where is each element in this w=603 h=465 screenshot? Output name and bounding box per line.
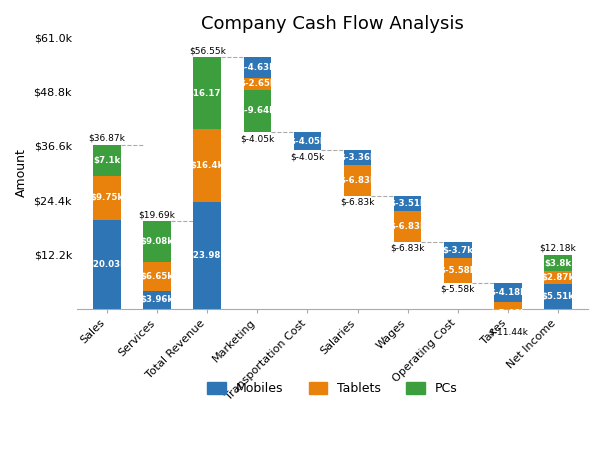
Bar [494,283,522,302]
Text: $-4.05k: $-4.05k [240,134,274,143]
Bar [244,78,271,90]
Bar [494,302,522,326]
Text: $-4.05k: $-4.05k [289,137,326,146]
Bar [244,90,271,133]
Text: $-3.7k: $-3.7k [442,246,473,254]
Text: $20.03k: $20.03k [87,259,127,269]
Text: $36.87k: $36.87k [89,134,125,143]
Text: $-6.83k: $-6.83k [389,222,426,231]
Text: $19.69k: $19.69k [139,210,175,219]
Text: $-6.83k: $-6.83k [390,244,425,252]
Legend: Mobiles, Tablets, PCs: Mobiles, Tablets, PCs [202,377,463,400]
Text: $-6.83k: $-6.83k [339,176,376,185]
Bar [544,272,572,284]
Text: $-4.05k: $-4.05k [290,152,324,161]
Text: $3.8k: $3.8k [545,259,572,267]
Text: $9.75k: $9.75k [90,193,124,202]
Text: $6.65k: $6.65k [140,272,174,281]
Text: $16.17k: $16.17k [188,89,227,98]
Text: $7.1k: $7.1k [93,156,121,165]
Bar [344,151,371,166]
Text: $-9.64k: $-9.64k [239,106,276,115]
Bar [93,219,121,309]
Title: Company Cash Flow Analysis: Company Cash Flow Analysis [201,15,464,33]
Bar [544,254,572,272]
Text: $-4.18k: $-4.18k [489,288,526,297]
Text: $-5.46k: $-5.46k [490,309,526,319]
Bar [444,258,472,283]
Text: $-2.65k: $-2.65k [239,79,276,88]
Bar [294,133,321,151]
Text: $-3.51k: $-3.51k [390,199,426,208]
Text: $-11.44k: $-11.44k [488,328,528,337]
Text: $-6.83k: $-6.83k [340,198,374,206]
Bar [394,212,421,242]
Text: $16.4k: $16.4k [191,161,224,170]
Bar [144,261,171,291]
Text: $12.18k: $12.18k [540,244,576,253]
Bar [444,242,472,258]
Bar [194,57,221,129]
Text: $-4.63k: $-4.63k [239,63,276,72]
Text: $2.87k: $2.87k [541,273,575,282]
Bar [93,145,121,176]
Text: $23.98k: $23.98k [188,251,227,260]
Bar [93,176,121,219]
Text: $5.51k: $5.51k [541,292,575,301]
Text: $3.96k: $3.96k [140,295,174,305]
Text: $9.08k: $9.08k [140,237,174,246]
Text: $-3.36k: $-3.36k [339,153,376,162]
Text: $56.55k: $56.55k [189,46,226,55]
Bar [194,202,221,309]
Y-axis label: Amount: Amount [15,149,28,198]
Bar [244,57,271,78]
Bar [544,284,572,309]
Bar [194,129,221,202]
Bar [144,291,171,309]
Text: $-5.58k: $-5.58k [441,285,475,294]
Bar [394,196,421,212]
Bar [344,166,371,196]
Bar [144,221,171,261]
Text: $-5.58k: $-5.58k [440,266,476,275]
